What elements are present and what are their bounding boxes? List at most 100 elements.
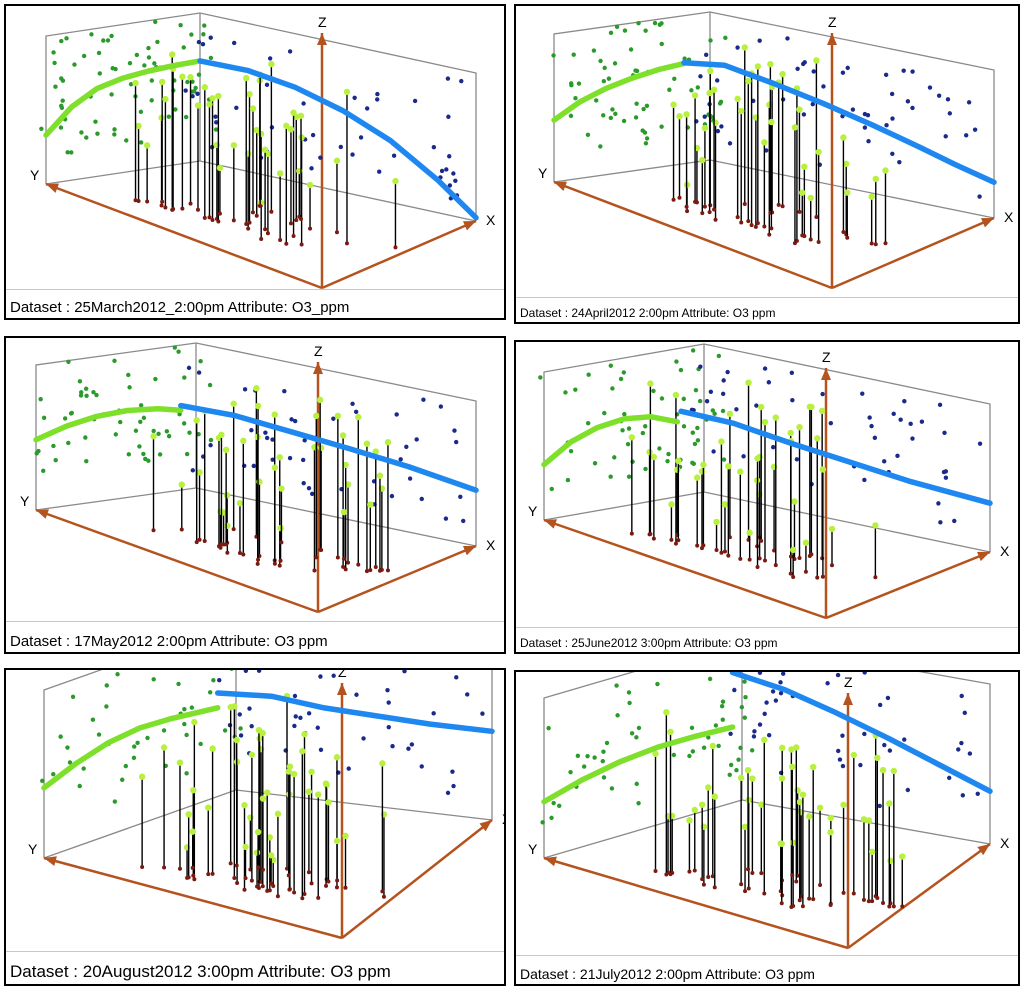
- z-axis-head: [843, 693, 853, 705]
- green-point: [135, 740, 140, 746]
- stem-top: [805, 813, 813, 820]
- green-point: [176, 681, 181, 687]
- stem-top: [240, 437, 247, 445]
- y-axis-head: [36, 509, 49, 519]
- y-axis-label: Y: [30, 167, 40, 183]
- dataset-caption: Dataset : 25March2012_2:00pm Attribute: …: [10, 299, 350, 316]
- navy-point: [234, 105, 239, 111]
- navy-point: [860, 391, 865, 396]
- navy-point: [905, 99, 911, 104]
- stem-base: [773, 563, 778, 568]
- stem-base: [829, 563, 834, 568]
- navy-point: [364, 106, 370, 111]
- y-axis-label: Y: [20, 493, 30, 509]
- navy-point: [785, 36, 790, 41]
- dataset-caption: Dataset : 21July2012 2:00pm Attribute: O…: [520, 966, 815, 982]
- navy-point: [943, 475, 949, 480]
- green-point: [187, 430, 192, 435]
- green-point: [681, 396, 686, 402]
- stem-base: [790, 873, 795, 878]
- stem-base: [341, 556, 346, 561]
- green-point: [196, 72, 202, 77]
- navy-point: [757, 722, 763, 727]
- navy-point: [869, 423, 874, 429]
- green-point: [40, 778, 45, 784]
- stem-top: [333, 837, 341, 845]
- green-point: [601, 749, 606, 754]
- box-back-floor-right: [709, 159, 995, 219]
- green-point: [69, 410, 75, 416]
- green-point: [707, 676, 713, 682]
- green-point: [586, 372, 591, 377]
- green-point: [189, 32, 194, 37]
- green-point: [538, 375, 543, 380]
- stem-top: [778, 840, 785, 848]
- stem-base: [797, 209, 802, 214]
- green-point: [695, 85, 700, 90]
- green-point: [141, 451, 146, 457]
- navy-point: [766, 733, 772, 738]
- stem-top: [301, 731, 308, 738]
- stem-top: [712, 119, 719, 127]
- green-point: [689, 725, 695, 730]
- green-point: [196, 432, 201, 437]
- navy-point: [840, 763, 846, 769]
- green-point: [706, 735, 711, 740]
- stem-top: [256, 478, 263, 485]
- green-point: [626, 426, 632, 431]
- navy-point: [778, 690, 784, 696]
- green-point: [184, 451, 190, 457]
- green-point: [182, 707, 187, 712]
- stem-top: [276, 454, 283, 461]
- stem-base: [702, 204, 707, 209]
- navy-point: [872, 435, 878, 441]
- z-axis-label: Z: [828, 14, 837, 30]
- green-point: [134, 52, 140, 58]
- plot-canvas: X Y Z: [528, 343, 1010, 620]
- navy-point: [895, 453, 900, 459]
- stem-top: [882, 167, 889, 174]
- navy-point: [882, 742, 887, 748]
- green-point: [109, 92, 114, 97]
- green-point: [643, 424, 648, 429]
- stem-base: [706, 875, 711, 880]
- stem-base: [701, 543, 706, 548]
- stem-base: [288, 221, 293, 226]
- navy-point: [910, 69, 915, 74]
- navy-point: [943, 134, 948, 139]
- green-point: [713, 723, 719, 728]
- stem-top: [668, 501, 675, 508]
- green-point: [689, 88, 694, 93]
- stem-base: [241, 552, 246, 557]
- y-axis-head: [544, 856, 557, 867]
- navy-point: [845, 65, 850, 71]
- stem-top: [287, 126, 295, 133]
- stem-top: [628, 434, 636, 441]
- navy-point: [398, 457, 403, 462]
- stem-top: [253, 126, 260, 134]
- stem-base: [249, 878, 254, 883]
- stem-base: [188, 201, 193, 206]
- green-point: [634, 101, 639, 106]
- stem-top: [758, 403, 765, 411]
- green-point: [127, 60, 133, 66]
- stem-base: [285, 866, 290, 871]
- green-point: [202, 23, 207, 28]
- stem-base: [769, 226, 774, 231]
- green-point: [678, 367, 684, 373]
- stem-base: [300, 896, 305, 901]
- green-point: [127, 385, 132, 390]
- navy-point: [318, 155, 323, 160]
- navy-point: [902, 399, 907, 404]
- stem-top: [850, 751, 858, 759]
- navy-point: [877, 702, 883, 708]
- blue-trend-curve: [678, 408, 993, 506]
- navy-point: [770, 689, 776, 694]
- green-point: [667, 87, 672, 92]
- navy-point: [764, 148, 769, 153]
- stem-top: [138, 773, 146, 780]
- wireframe-box: [35, 342, 477, 547]
- stem-top: [334, 412, 342, 420]
- x-axis: [847, 842, 991, 950]
- box-back-floor-right: [741, 799, 991, 845]
